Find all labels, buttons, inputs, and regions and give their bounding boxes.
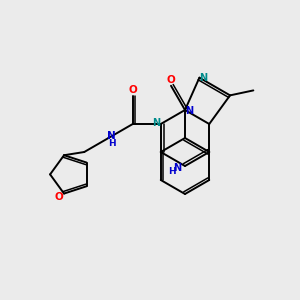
- Text: N: N: [107, 131, 116, 141]
- Text: N: N: [152, 118, 160, 128]
- Text: H: H: [168, 167, 176, 176]
- Text: N: N: [185, 106, 193, 116]
- Text: N: N: [199, 73, 208, 83]
- Text: O: O: [167, 75, 176, 85]
- Text: H: H: [108, 139, 115, 148]
- Text: O: O: [55, 192, 63, 202]
- Text: N: N: [173, 163, 181, 173]
- Text: O: O: [128, 85, 137, 95]
